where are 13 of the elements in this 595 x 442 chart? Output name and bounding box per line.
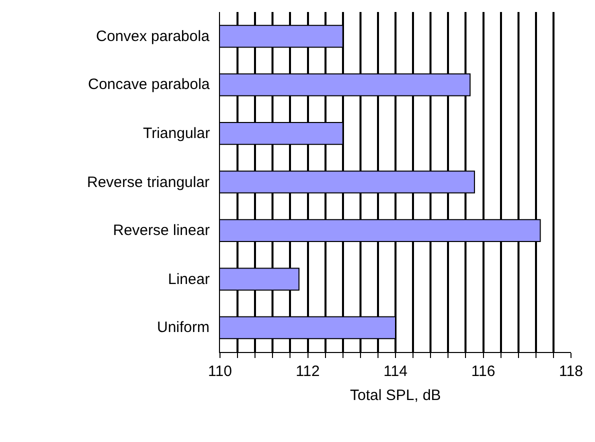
x-tick-label: 114	[384, 363, 408, 380]
x-tick-label: 118	[559, 363, 583, 380]
y-tick-label: Linear	[168, 271, 210, 288]
y-tick-label: Reverse triangular	[87, 174, 210, 191]
y-tick-label: Convex parabola	[96, 28, 210, 45]
y-tick-label: Concave parabola	[88, 76, 210, 93]
x-tick-label: 112	[296, 363, 320, 380]
x-axis-title: Total SPL, dB	[350, 387, 441, 404]
y-tick-label: Reverse linear	[113, 222, 210, 239]
y-tick-label: Triangular	[143, 125, 210, 142]
x-tick-label: 116	[471, 363, 496, 380]
y-tick-label: Uniform	[157, 319, 210, 336]
x-tick-label: 110	[208, 363, 232, 380]
